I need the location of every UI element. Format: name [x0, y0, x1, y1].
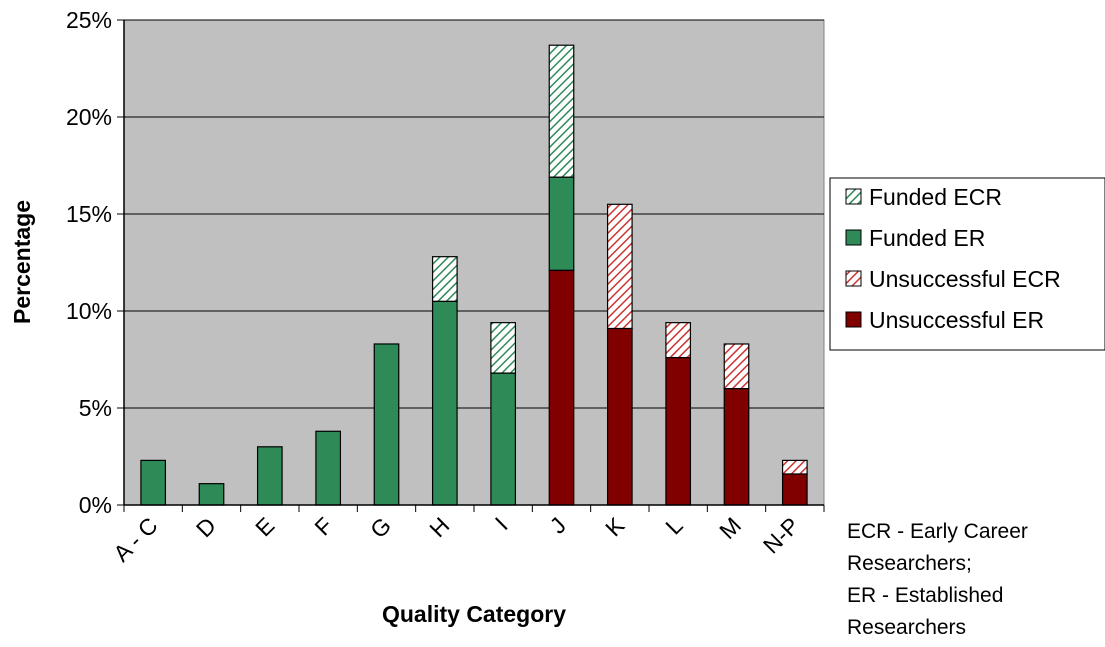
- x-tick-label: K: [600, 512, 630, 542]
- bar-segment: [256, 446, 283, 506]
- x-tick-label: G: [365, 512, 396, 543]
- bar-segment: [781, 459, 808, 475]
- y-tick-label: 20%: [66, 104, 112, 130]
- y-axis-title: Percentage: [9, 200, 35, 324]
- bar-segment: [548, 269, 575, 506]
- x-tick-label: F: [309, 512, 337, 540]
- y-tick-label: 0%: [79, 492, 112, 518]
- bar-segment: [665, 322, 692, 359]
- note-line: Researchers;: [847, 552, 972, 575]
- bar-segment: [548, 176, 575, 271]
- bar-segment: [665, 356, 692, 506]
- bar-segment: [781, 473, 808, 506]
- legend-swatch: [845, 270, 862, 287]
- bar-segment: [431, 300, 458, 506]
- y-tick-label: 15%: [66, 201, 112, 227]
- bar-segment: [431, 256, 458, 302]
- x-tick-label: D: [191, 512, 221, 542]
- bar-segment: [606, 203, 633, 330]
- x-axis-title: Quality Category: [382, 601, 566, 627]
- bar-segment: [373, 343, 400, 506]
- bar-segment: [490, 372, 517, 506]
- bar-segment: [723, 388, 750, 506]
- legend-label: Funded ER: [869, 225, 985, 251]
- x-tick-label: J: [545, 512, 572, 539]
- abbreviation-note: ECR - Early Career Researchers; ER - Estab…: [847, 520, 1028, 639]
- legend-swatch: [845, 311, 862, 328]
- bar-segment: [548, 44, 575, 178]
- bar-segment: [490, 322, 517, 374]
- legend-label: Funded ECR: [869, 184, 1002, 210]
- x-tick-label: I: [490, 512, 513, 535]
- x-tick-label: A - C: [108, 512, 163, 567]
- gridlines: [124, 19, 824, 409]
- x-tick-label: M: [714, 512, 746, 544]
- bar-segment: [606, 327, 633, 506]
- plot-area: [123, 19, 825, 506]
- bar-segment: [140, 459, 167, 506]
- x-tick-label: L: [660, 512, 688, 540]
- y-tick-label: 25%: [66, 7, 112, 33]
- bar-segment: [723, 343, 750, 390]
- y-tick-label: 5%: [79, 395, 112, 421]
- legend-swatch: [845, 188, 862, 205]
- legend-box: [829, 177, 1105, 351]
- legend-swatch: [845, 229, 862, 246]
- bar-segment: [198, 483, 225, 506]
- bars: [140, 44, 808, 506]
- legend-label: Unsuccessful ER: [869, 307, 1044, 333]
- bar-segment: [315, 430, 342, 506]
- y-tick-label: 10%: [66, 298, 112, 324]
- x-tick-label: E: [250, 512, 279, 541]
- note-line: ER - Established: [847, 584, 1003, 607]
- legend: Funded ECR Funded ER Unsuccessful ECR Unsuc…: [829, 177, 1105, 351]
- note-line: ECR - Early Career: [847, 520, 1028, 543]
- note-line: Researchers: [847, 616, 966, 639]
- x-tick-label: N-P: [758, 512, 804, 558]
- x-tick-label: H: [424, 512, 454, 542]
- legend-label: Unsuccessful ECR: [869, 266, 1061, 292]
